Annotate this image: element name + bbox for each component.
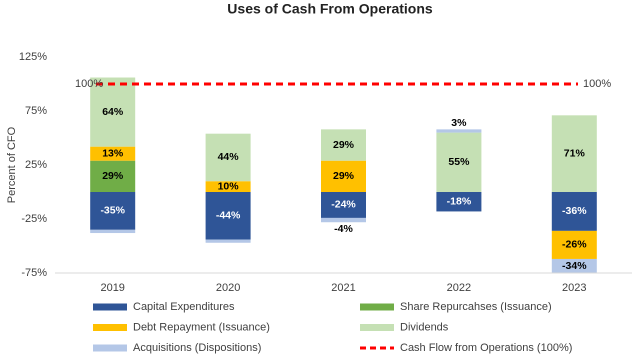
bar-segment [205,239,251,243]
data-label: 13% [102,147,124,159]
data-label: -35% [100,205,125,217]
legend-swatch [93,324,127,331]
legend-label: Cash Flow from Operations (100%) [400,342,572,354]
data-label: -34% [562,260,587,272]
bar-segment [436,192,482,212]
data-label: 10% [218,180,240,192]
legend-label: Dividends [400,321,449,333]
bar-segment [205,192,251,240]
x-tick-label: 2020 [216,282,240,294]
data-label: 29% [102,170,124,182]
legend-swatch [93,344,127,352]
reference-label: 100% [583,78,611,90]
y-axis-label: Percent of CFO [6,126,18,203]
x-tick-label: 2021 [331,282,355,294]
legend-label: Acquisitions (Dispositions) [133,342,261,354]
bar-segment [551,230,597,259]
y-tick-label: 125% [19,51,47,63]
bar-segment [321,160,366,192]
chart-title: Uses of Cash From Operations [227,1,433,17]
y-tick-label: -25% [21,213,47,225]
data-label: -18% [447,196,472,208]
data-label: 29% [333,139,355,151]
data-label: -4% [334,223,353,235]
x-tick-label: 2023 [562,282,586,294]
data-label: 64% [102,106,124,118]
y-tick-label: 75% [25,105,47,117]
data-label: 3% [451,117,467,129]
bar-segment [205,181,251,192]
legend-label: Debt Repayment (Issuance) [133,321,270,333]
reference-label: 100% [75,78,103,90]
data-label: 55% [448,156,470,168]
data-label: -44% [216,210,241,222]
data-label: 71% [564,147,586,159]
bar-segment [90,77,136,147]
y-tick-label: -75% [21,267,47,279]
x-tick-label: 2019 [100,282,124,294]
bar-segment [90,192,136,230]
data-label: -24% [331,199,356,211]
data-label: 29% [333,170,355,182]
bar-segment [551,115,597,192]
data-label: -26% [562,239,587,251]
data-label: 44% [218,151,240,163]
legend-swatch [360,324,394,331]
bar-segment [90,229,136,234]
bar-segment [436,129,482,133]
y-tick-label: 25% [25,159,47,171]
bar-segment [551,192,597,231]
legend-swatch [360,303,394,311]
bar-segment [205,133,251,182]
data-label: -36% [562,205,587,217]
bar-segment [90,146,136,161]
legend-label: Share Repurcahses (Issuance) [400,301,552,313]
bar-segment [436,132,482,192]
bar-segment [321,217,366,223]
bar-segment [321,129,366,161]
bar-segment [551,258,597,273]
x-tick-label: 2022 [447,282,471,294]
plot-area [90,77,597,273]
legend-label: Capital Expenditures [133,301,235,313]
legend-swatch [93,303,127,311]
bar-segment [321,192,366,218]
bar-segment [90,160,136,192]
